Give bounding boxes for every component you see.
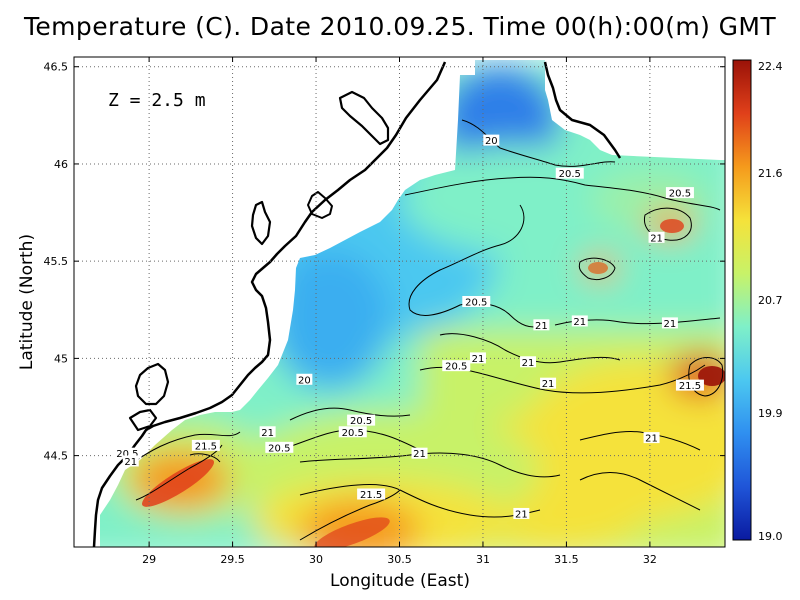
y-axis-ticks: 44.5 45 45.5 46 46.5: [44, 61, 725, 463]
colorbar-tick-label-3: 21.6: [758, 167, 783, 180]
colorbar-tick-label-2: 20.7: [758, 294, 783, 307]
x-tick-label-5: 31.5: [554, 553, 579, 566]
svg-text:21: 21: [573, 317, 586, 328]
contour-label-23: 21.5: [357, 488, 386, 501]
svg-text:21: 21: [472, 354, 485, 365]
svg-text:21: 21: [413, 449, 426, 460]
svg-text:21: 21: [522, 358, 535, 369]
contour-label-4: 20.5: [462, 296, 491, 309]
contour-label-3: 21: [648, 231, 665, 244]
colorbar-ticks: 19.0 19.9 20.7 21.6 22.4: [758, 60, 783, 543]
y-tick-label-3: 46: [54, 158, 68, 171]
contour-label-19: 20.5: [113, 447, 142, 460]
contour-label-0: 20: [483, 134, 500, 147]
x-tick-label-1: 29.5: [220, 553, 245, 566]
svg-text:21: 21: [535, 321, 548, 332]
contour-label-17: 21: [643, 432, 660, 445]
svg-text:21: 21: [261, 428, 274, 439]
contour-label-15: 20.5: [338, 426, 367, 439]
svg-text:20.5: 20.5: [342, 428, 364, 439]
x-tick-label-0: 29: [142, 553, 156, 566]
svg-text:21: 21: [664, 319, 677, 330]
contour-label-14: 20.5: [347, 414, 376, 427]
x-axis-label: Longitude (East): [330, 571, 470, 591]
field-blobs: [74, 60, 725, 547]
svg-text:21: 21: [542, 379, 555, 390]
colorbar-tick-label-1: 19.9: [758, 407, 783, 420]
y-tick-label-4: 46.5: [44, 61, 69, 74]
svg-text:21.5: 21.5: [195, 441, 217, 452]
svg-text:20.5: 20.5: [669, 189, 691, 200]
contour-label-5: 21: [533, 319, 550, 332]
svg-text:21: 21: [650, 233, 663, 244]
colorbar: [732, 59, 752, 541]
svg-text:20.5: 20.5: [559, 169, 581, 180]
svg-text:20.5: 20.5: [350, 416, 372, 427]
x-tick-label-6: 32: [643, 553, 657, 566]
contour-label-13: 20: [296, 373, 313, 386]
colorbar-tick-label-0: 19.0: [758, 530, 783, 543]
contour-label-12: 21.5: [675, 379, 704, 392]
contour-label-2: 20.5: [665, 187, 694, 200]
colorbar-tick-label-4: 22.4: [758, 60, 783, 73]
contour-label-1: 20.5: [555, 167, 584, 180]
contour-label-11: 21: [540, 377, 557, 390]
contour-label-8: 21: [469, 352, 486, 365]
svg-text:21: 21: [645, 434, 658, 445]
lagoon-outline: [338, 90, 390, 146]
svg-text:20.5: 20.5: [445, 362, 467, 373]
svg-text:21.5: 21.5: [679, 381, 701, 392]
svg-text:20.5: 20.5: [268, 443, 290, 454]
coastline: [92, 61, 447, 548]
svg-text:20: 20: [298, 375, 311, 386]
temperature-field: [74, 60, 725, 547]
grid-lines: [74, 57, 725, 547]
contour-label-22: 21: [411, 447, 428, 460]
x-tick-label-4: 31: [476, 553, 490, 566]
contour-label-10: 20.5: [442, 360, 471, 373]
x-axis-ticks: 29 29.5 30 30.5 31 31.5 32: [142, 57, 657, 566]
y-axis-label: Latitude (North): [17, 234, 37, 370]
contour-label-9: 21: [520, 356, 537, 369]
contour-label-24: 21: [513, 507, 530, 520]
y-tick-label-0: 44.5: [44, 450, 69, 463]
svg-text:20: 20: [485, 136, 498, 147]
y-tick-label-2: 45.5: [44, 255, 69, 268]
x-tick-label-3: 30.5: [387, 553, 412, 566]
contour-label-16: 21: [259, 426, 276, 439]
land-mask: [74, 57, 725, 547]
svg-text:20.5: 20.5: [116, 449, 138, 460]
chart-title: Temperature (C). Date 2010.09.25. Time 0…: [23, 12, 777, 41]
svg-text:21: 21: [515, 509, 528, 520]
y-tick-label-1: 45: [54, 352, 68, 365]
svg-text:20.5: 20.5: [465, 298, 487, 309]
contour-label-6: 21: [571, 315, 588, 328]
contour-label-18: 21.5: [191, 439, 220, 452]
svg-text:21: 21: [124, 457, 137, 468]
contour-label-21: 20.5: [265, 441, 294, 454]
contour-label-7: 21: [661, 317, 678, 330]
svg-text:21.5: 21.5: [360, 490, 382, 501]
depth-label: Z = 2.5 m: [108, 90, 206, 111]
x-tick-label-2: 30: [309, 553, 323, 566]
contour-label-20: 21: [122, 455, 139, 468]
